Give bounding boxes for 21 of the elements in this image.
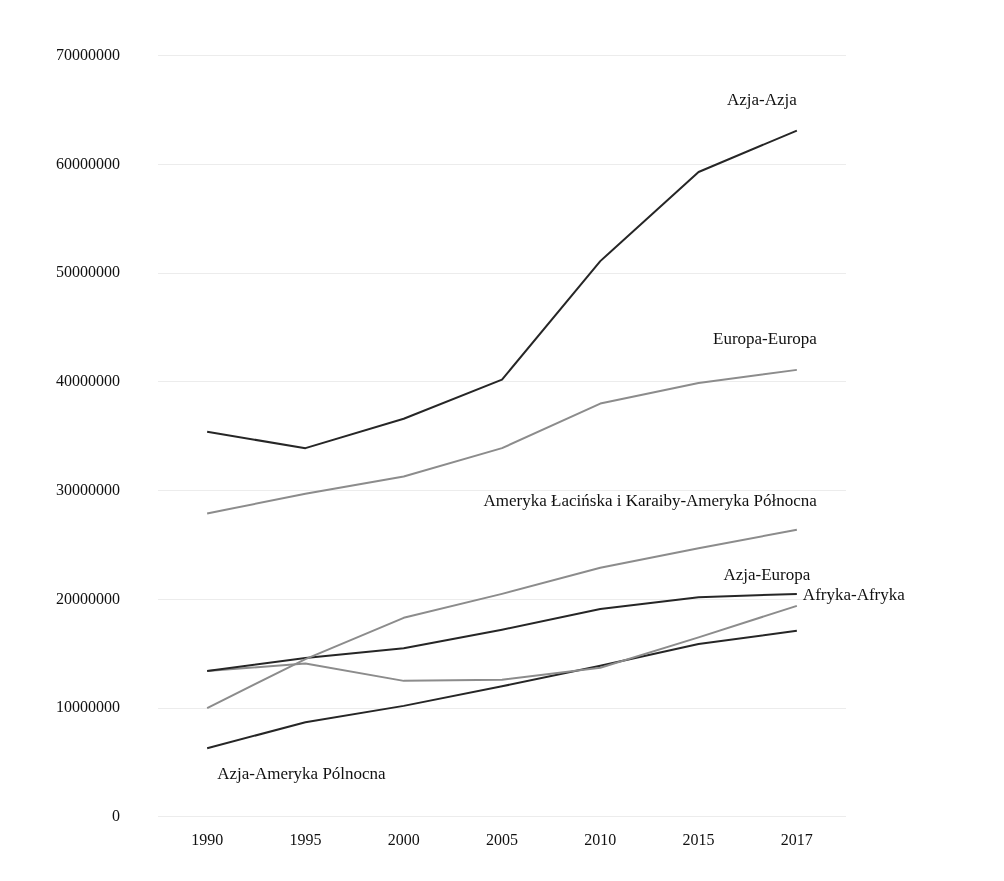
y-tick-label: 70000000 bbox=[56, 45, 120, 63]
x-tick-label: 2005 bbox=[486, 830, 518, 848]
series-label: Azja-Europa bbox=[723, 565, 811, 585]
series-label: Ameryka Łacińska i Karaiby-Ameryka Północna bbox=[483, 491, 818, 511]
y-tick-label: 50000000 bbox=[56, 263, 120, 281]
x-tick-label: 2017 bbox=[780, 830, 813, 848]
series-label: Europa-Europa bbox=[713, 329, 818, 349]
x-tick-label: 1995 bbox=[289, 830, 322, 848]
y-tick-label: 40000000 bbox=[56, 372, 120, 390]
y-tick-label: 30000000 bbox=[56, 480, 120, 498]
y-tick-label: 20000000 bbox=[56, 589, 120, 607]
y-tick-label: 60000000 bbox=[56, 154, 120, 172]
y-tick-label: 10000000 bbox=[56, 698, 120, 716]
y-tick-label: 0 bbox=[112, 807, 120, 824]
x-tick-label: 1990 bbox=[191, 830, 224, 848]
x-tick-label: 2000 bbox=[387, 830, 420, 848]
series-label: Azja-Azja bbox=[727, 90, 798, 110]
series-label: Afryka-Afryka bbox=[802, 585, 906, 605]
x-tick-label: 2015 bbox=[682, 830, 715, 848]
series-label: Azja-Ameryka Pólnocna bbox=[217, 763, 387, 783]
x-tick-label: 2010 bbox=[584, 830, 617, 848]
